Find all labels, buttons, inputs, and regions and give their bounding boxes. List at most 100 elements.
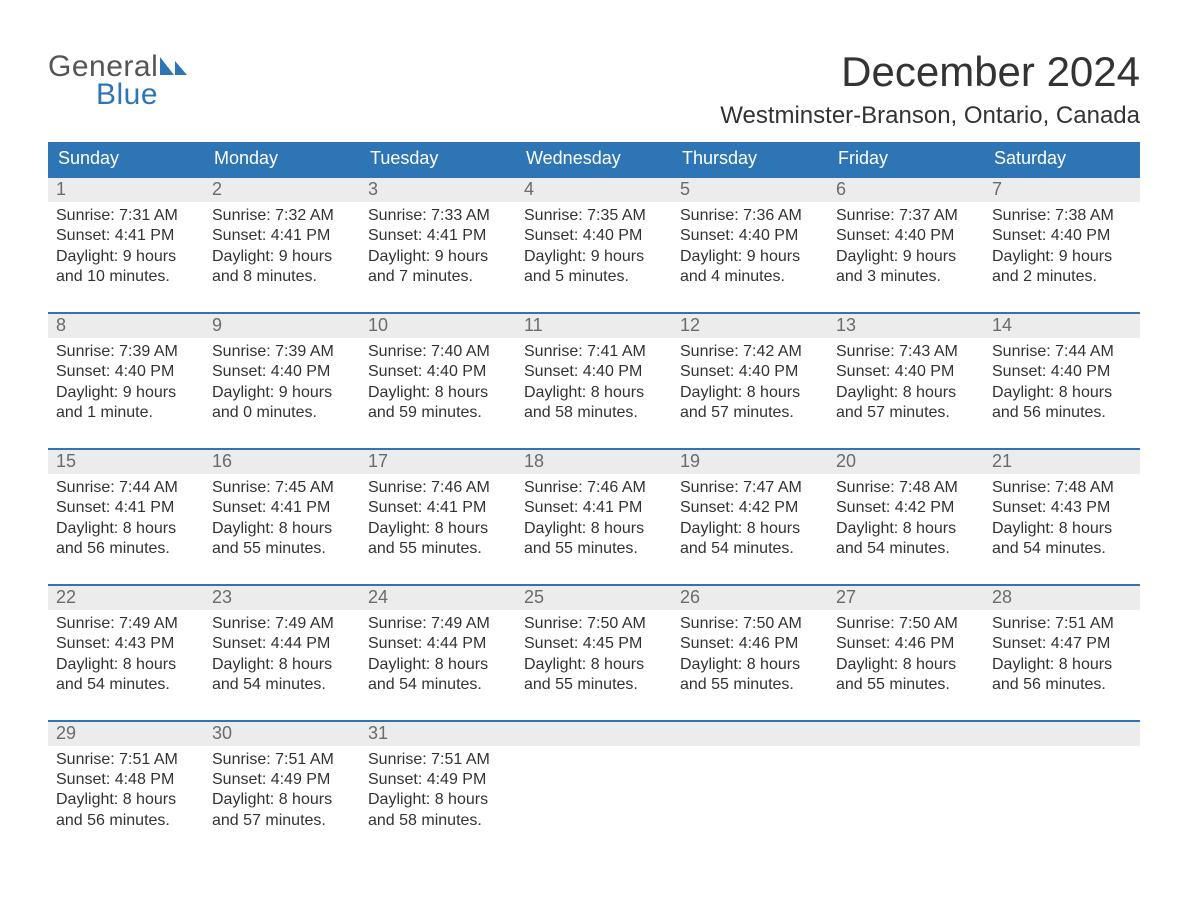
day-cell [828, 746, 984, 834]
calendar-grid: Sunday Monday Tuesday Wednesday Thursday… [48, 142, 1140, 833]
week-row: 22232425262728Sunrise: 7:49 AMSunset: 4:… [48, 584, 1140, 698]
day-number: 24 [360, 586, 516, 610]
day-content-row: Sunrise: 7:49 AMSunset: 4:43 PM Daylight:… [48, 610, 1140, 698]
day-number: 12 [672, 314, 828, 338]
sunrise-line: Sunrise: 7:44 AM [56, 478, 196, 498]
day-number: 23 [204, 586, 360, 610]
sunset-line: Sunset: 4:41 PM [368, 498, 508, 518]
day-content-row: Sunrise: 7:44 AMSunset: 4:41 PMDaylight:… [48, 474, 1140, 562]
day-cell: Sunrise: 7:51 AMSunset: 4:47 PMDaylight:… [984, 610, 1140, 698]
daylight-line-2: and 0 minutes. [212, 403, 352, 423]
daylight-line-2: and 5 minutes. [524, 267, 664, 287]
sunrise-line: Sunrise: 7:51 AM [212, 750, 352, 770]
day-number: 30 [204, 722, 360, 746]
sunset-line: Sunset: 4:40 PM [56, 362, 196, 382]
daylight-line-2: and 56 minutes. [992, 403, 1132, 423]
day-cell: Sunrise: 7:51 AMSunset: 4:49 PMDaylight:… [204, 746, 360, 834]
calendar-page: General Blue December 2024 Westminster-B… [0, 0, 1188, 918]
daylight-line-1: Daylight: 8 hours [680, 383, 820, 403]
day-cell: Sunrise: 7:43 AMSunset: 4:40 PMDaylight:… [828, 338, 984, 426]
sunset-line: Sunset: 4:40 PM [212, 362, 352, 382]
sunrise-line: Sunrise: 7:40 AM [368, 342, 508, 362]
daylight-line-1: Daylight: 8 hours [524, 383, 664, 403]
dow-friday: Friday [828, 142, 984, 176]
daylight-line-1: Daylight: 8 hours [212, 790, 352, 810]
sunset-line: Sunset: 4:41 PM [56, 226, 196, 246]
day-cell [984, 746, 1140, 834]
sunrise-line: Sunrise: 7:41 AM [524, 342, 664, 362]
dow-sunday: Sunday [48, 142, 204, 176]
sunset-line: Sunset: 4:40 PM [368, 362, 508, 382]
sunrise-line: Sunrise: 7:51 AM [56, 750, 196, 770]
day-number: 22 [48, 586, 204, 610]
title-block: December 2024 Westminster-Branson, Ontar… [720, 40, 1140, 142]
dow-monday: Monday [204, 142, 360, 176]
sunset-line: Sunset: 4:42 PM [836, 498, 976, 518]
logo-flag-icon [160, 55, 188, 80]
day-cell: Sunrise: 7:50 AMSunset: 4:46 PMDaylight:… [828, 610, 984, 698]
sunrise-line: Sunrise: 7:43 AM [836, 342, 976, 362]
daylight-line-2: and 59 minutes. [368, 403, 508, 423]
location-subtitle: Westminster-Branson, Ontario, Canada [720, 102, 1140, 130]
daylight-line-2: and 58 minutes. [368, 811, 508, 831]
page-header: General Blue December 2024 Westminster-B… [48, 40, 1140, 142]
sunset-line: Sunset: 4:41 PM [524, 498, 664, 518]
daylight-line-2: and 56 minutes. [56, 539, 196, 559]
day-cell: Sunrise: 7:49 AMSunset: 4:43 PMDaylight:… [48, 610, 204, 698]
daylight-line-2: and 57 minutes. [680, 403, 820, 423]
day-content-row: Sunrise: 7:31 AMSunset: 4:41 PMDaylight:… [48, 202, 1140, 290]
day-cell: Sunrise: 7:50 AMSunset: 4:45 PMDaylight:… [516, 610, 672, 698]
daylight-line-2: and 57 minutes. [836, 403, 976, 423]
sunset-line: Sunset: 4:40 PM [524, 362, 664, 382]
daylight-line-1: Daylight: 9 hours [212, 247, 352, 267]
day-number: 15 [48, 450, 204, 474]
month-title: December 2024 [720, 48, 1140, 96]
daylight-line-1: Daylight: 9 hours [992, 247, 1132, 267]
day-number: 14 [984, 314, 1140, 338]
daylight-line-1: Daylight: 8 hours [524, 655, 664, 675]
sunrise-line: Sunrise: 7:48 AM [992, 478, 1132, 498]
sunrise-line: Sunrise: 7:44 AM [992, 342, 1132, 362]
week-row: 891011121314Sunrise: 7:39 AMSunset: 4:40… [48, 312, 1140, 426]
day-cell: Sunrise: 7:49 AMSunset: 4:44 PMDaylight:… [204, 610, 360, 698]
daylight-line-2: and 55 minutes. [680, 675, 820, 695]
day-number [984, 722, 1140, 746]
daylight-line-1: Daylight: 8 hours [368, 519, 508, 539]
sunset-line: Sunset: 4:45 PM [524, 634, 664, 654]
daylight-line-1: Daylight: 8 hours [836, 519, 976, 539]
day-number: 20 [828, 450, 984, 474]
day-number [516, 722, 672, 746]
day-cell: Sunrise: 7:31 AMSunset: 4:41 PMDaylight:… [48, 202, 204, 290]
sunrise-line: Sunrise: 7:48 AM [836, 478, 976, 498]
daylight-line-1: Daylight: 9 hours [56, 247, 196, 267]
daylight-line-1: Daylight: 8 hours [992, 655, 1132, 675]
daylight-line-2: and 57 minutes. [212, 811, 352, 831]
daylight-line-1: Daylight: 8 hours [836, 383, 976, 403]
day-cell: Sunrise: 7:46 AMSunset: 4:41 PMDaylight:… [516, 474, 672, 562]
day-number-row: 293031 [48, 722, 1140, 746]
day-number: 4 [516, 178, 672, 202]
sunset-line: Sunset: 4:40 PM [680, 226, 820, 246]
day-cell: Sunrise: 7:49 AMSunset: 4:44 PMDaylight:… [360, 610, 516, 698]
day-number: 13 [828, 314, 984, 338]
daylight-line-2: and 4 minutes. [680, 267, 820, 287]
sunset-line: Sunset: 4:47 PM [992, 634, 1132, 654]
daylight-line-1: Daylight: 8 hours [992, 519, 1132, 539]
daylight-line-2: and 54 minutes. [368, 675, 508, 695]
sunset-line: Sunset: 4:40 PM [992, 362, 1132, 382]
sunset-line: Sunset: 4:43 PM [56, 634, 196, 654]
daylight-line-1: Daylight: 8 hours [212, 519, 352, 539]
daylight-line-2: and 55 minutes. [524, 675, 664, 695]
sunset-line: Sunset: 4:49 PM [368, 770, 508, 790]
day-number-row: 15161718192021 [48, 450, 1140, 474]
sunset-line: Sunset: 4:43 PM [992, 498, 1132, 518]
sunset-line: Sunset: 4:44 PM [368, 634, 508, 654]
daylight-line-2: and 54 minutes. [212, 675, 352, 695]
day-cell: Sunrise: 7:33 AMSunset: 4:41 PMDaylight:… [360, 202, 516, 290]
daylight-line-1: Daylight: 9 hours [836, 247, 976, 267]
daylight-line-1: Daylight: 9 hours [680, 247, 820, 267]
daylight-line-1: Daylight: 9 hours [56, 383, 196, 403]
sunset-line: Sunset: 4:41 PM [56, 498, 196, 518]
sunrise-line: Sunrise: 7:49 AM [56, 614, 196, 634]
sunrise-line: Sunrise: 7:39 AM [56, 342, 196, 362]
